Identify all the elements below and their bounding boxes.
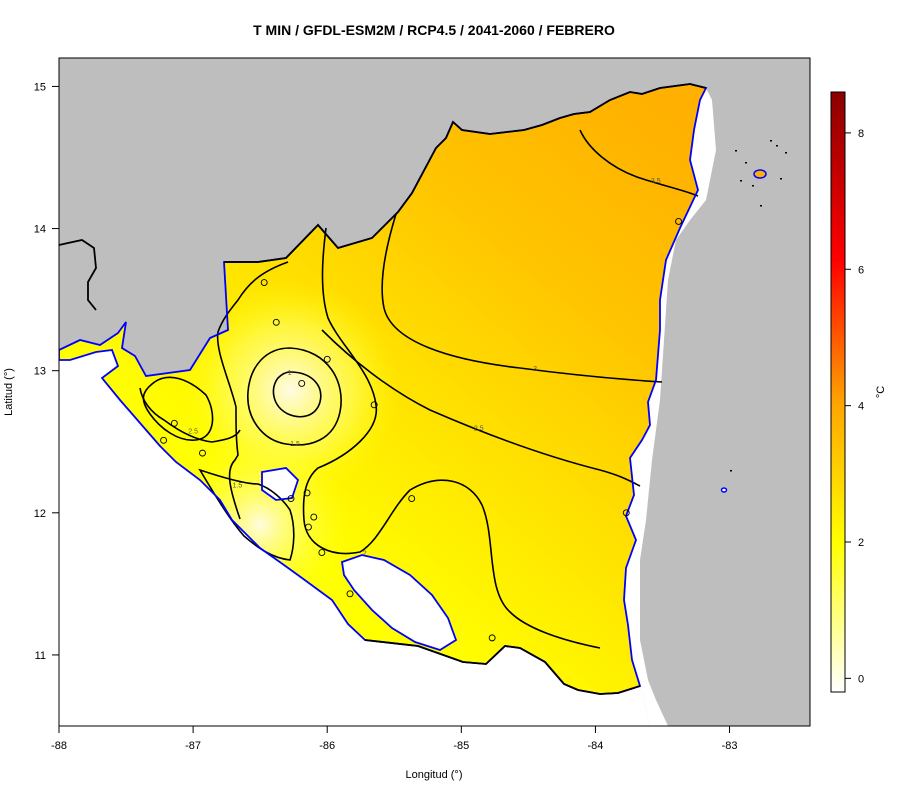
colorbar-ticks: 0 2 4 6 8: [845, 128, 864, 685]
contour-lines: [139, 129, 699, 649]
contour-label: 2.5: [188, 428, 198, 435]
cay: [780, 178, 782, 180]
x-tick-label: -88: [51, 740, 67, 752]
contour-label: 1: [288, 370, 292, 377]
contour-1: [272, 371, 322, 418]
station-marker: [323, 355, 331, 363]
cay: [776, 145, 778, 147]
colorbar-tick-label: 4: [858, 401, 864, 413]
contour-label: 3: [533, 366, 537, 373]
small-island: [720, 487, 728, 493]
x-tick-label: -86: [319, 740, 335, 752]
station-marker: [488, 634, 496, 642]
contour-label: 2.5: [474, 426, 484, 433]
contour-1-5-south: [198, 468, 295, 561]
lake-nicaragua-mask: [342, 555, 456, 650]
station-marker: [346, 590, 354, 598]
station-marker: [260, 279, 268, 287]
station-marker: [622, 509, 630, 517]
plot-frame: [58, 57, 811, 727]
contour-label: 2: [363, 551, 367, 558]
cay: [730, 470, 732, 472]
x-tick-label: -83: [722, 740, 738, 752]
station-marker: [160, 436, 168, 444]
station-marker: [272, 318, 280, 326]
contour-label: 3.5: [651, 178, 661, 185]
y-tick-label: 12: [34, 508, 46, 520]
x-tick-label: -87: [185, 740, 201, 752]
y-axis: 11 12 13 14 15: [34, 81, 59, 662]
x-axis: -88 -87 -86 -85 -84 -83: [51, 726, 737, 752]
station-marker: [304, 523, 312, 531]
x-axis-label: Longitud (°): [406, 769, 463, 781]
y-tick-label: 11: [35, 650, 46, 662]
corn-islands: [720, 140, 787, 493]
x-tick-label: -85: [453, 740, 469, 752]
colorbar-tick-label: 2: [858, 537, 864, 549]
cay: [760, 205, 762, 207]
x-tick-label: -84: [587, 740, 603, 752]
lake-managua-mask: [262, 468, 298, 500]
cay: [752, 185, 754, 187]
station-marker: [318, 549, 326, 557]
station-marker: [287, 495, 295, 503]
contour-3-5: [579, 129, 699, 197]
station-marker: [408, 495, 416, 503]
y-tick-label: 13: [34, 366, 46, 378]
contour-label: 1.5: [290, 441, 300, 448]
cay: [745, 162, 747, 164]
country-borders: [59, 83, 707, 695]
station-marker: [298, 380, 306, 387]
contour-label: 1.5: [232, 482, 242, 489]
cay: [740, 180, 742, 182]
y-axis-label: Latitud (°): [3, 368, 15, 416]
y-tick-label: 14: [34, 224, 46, 236]
colorbar-tick-label: 0: [858, 673, 864, 685]
colorbar: 0 2 4 6 8 °C: [830, 91, 887, 693]
station-points: [160, 217, 683, 642]
cay: [770, 140, 772, 142]
pacific-ocean: [59, 350, 650, 726]
station-marker: [199, 449, 206, 457]
contour-2-west: [142, 376, 214, 441]
chart-title: T MIN / GFDL-ESM2M / RCP4.5 / 2041-2060 …: [253, 22, 615, 38]
contour-1-5-north: [247, 347, 342, 446]
colorbar-tick-label: 6: [858, 264, 864, 276]
y-tick-label: 15: [34, 81, 46, 93]
station-marker: [370, 401, 378, 409]
contour-3: [381, 213, 663, 383]
cay: [785, 152, 787, 154]
contour-2-5: [139, 329, 641, 487]
station-marker: [170, 419, 178, 427]
colorbar-label: °C: [875, 386, 887, 398]
colorbar-tick-label: 8: [858, 128, 864, 140]
station-marker: [675, 217, 683, 225]
station-marker: [310, 513, 318, 521]
contour-labels: 1 1.5 1.5 2 2.5 2.5 3 3.5: [188, 178, 661, 557]
contour-2-main: [216, 227, 601, 649]
cay: [735, 150, 737, 152]
station-marker: [303, 489, 311, 497]
corn-island-large: [753, 169, 767, 179]
colorbar-gradient: [830, 91, 846, 693]
